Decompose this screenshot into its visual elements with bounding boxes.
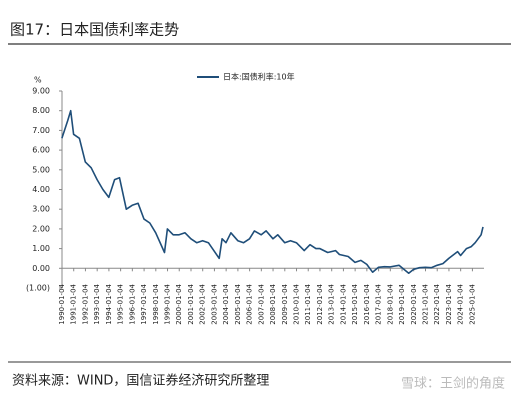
- y-tick-label: 0.00: [32, 264, 50, 273]
- x-tick-label: 2004-01-04: [222, 283, 230, 324]
- x-tick-label: 1991-01-04: [70, 283, 78, 324]
- x-tick-label: 2022-01-04: [433, 283, 441, 324]
- x-tick-label: 2008-01-04: [269, 283, 277, 324]
- x-tick-label: 2015-01-04: [351, 283, 359, 324]
- x-tick-label: 2023-01-04: [445, 283, 453, 324]
- x-tick-label: 1994-01-04: [105, 283, 113, 324]
- x-tick-label: 2007-01-04: [257, 283, 265, 324]
- source: 资料来源：WIND，国信证券经济研究所整理: [12, 373, 269, 389]
- x-tick-label: 2003-01-04: [210, 283, 218, 324]
- y-tick-label: 9.00: [32, 87, 50, 96]
- y-tick-label: 1.00: [32, 244, 50, 253]
- x-tick-label: 2006-01-04: [246, 283, 254, 324]
- x-tick-label: 2024-01-04: [457, 283, 465, 324]
- x-tick-label: 2011-01-04: [304, 283, 312, 324]
- x-tick-label: 2018-01-04: [386, 283, 394, 324]
- x-tick-label: 2017-01-04: [375, 283, 383, 324]
- y-tick-label: 3.00: [32, 205, 50, 214]
- x-tick-label: 1995-01-04: [117, 283, 125, 324]
- legend-label: 日本:国债利率:10年: [223, 72, 295, 82]
- watermark: 雪球：王剑的角度: [401, 376, 505, 392]
- x-tick-label: 2021-01-04: [422, 283, 430, 324]
- x-tick-label: 2002-01-04: [199, 283, 207, 324]
- y-tick-label: 5.00: [32, 165, 50, 174]
- y-unit: %: [34, 76, 42, 85]
- x-tick-label: 1997-01-04: [140, 283, 148, 324]
- y-tick-label: 6.00: [32, 146, 50, 155]
- x-tick-label: 2000-01-04: [175, 283, 183, 324]
- x-tick-label: 2019-01-04: [398, 283, 406, 324]
- x-tick-label: 2014-01-04: [339, 283, 347, 324]
- x-tick-label: 2020-01-04: [410, 283, 418, 324]
- x-tick-label: 1990-01-04: [58, 283, 66, 324]
- x-tick-label: 1992-01-04: [81, 283, 89, 324]
- x-tick-label: 1993-01-04: [93, 283, 101, 324]
- x-tick-label: 1996-01-04: [128, 283, 136, 324]
- y-tick-label: 8.00: [32, 106, 50, 115]
- x-tick-label: 1998-01-04: [152, 283, 160, 324]
- x-tick-label: 2016-01-04: [363, 283, 371, 324]
- y-tick-label: 4.00: [32, 185, 50, 194]
- y-tick-label: 2.00: [32, 224, 50, 233]
- x-tick-label: 2009-01-04: [281, 283, 289, 324]
- x-tick-label: 2001-01-04: [187, 283, 195, 324]
- series-line: [61, 109, 484, 274]
- x-tick-label: 2013-01-04: [328, 283, 336, 324]
- x-tick-label: 1999-01-04: [164, 283, 172, 324]
- x-tick-label: 2005-01-04: [234, 283, 242, 324]
- y-tick-label: (1.00): [26, 284, 50, 293]
- y-tick-label: 7.00: [32, 126, 50, 135]
- x-tick-label: 2012-01-04: [316, 283, 324, 324]
- x-tick-label: 2025-01-04: [468, 283, 476, 324]
- x-tick-label: 2010-01-04: [293, 283, 301, 324]
- title: 图17：日本国债利率走势: [10, 21, 179, 39]
